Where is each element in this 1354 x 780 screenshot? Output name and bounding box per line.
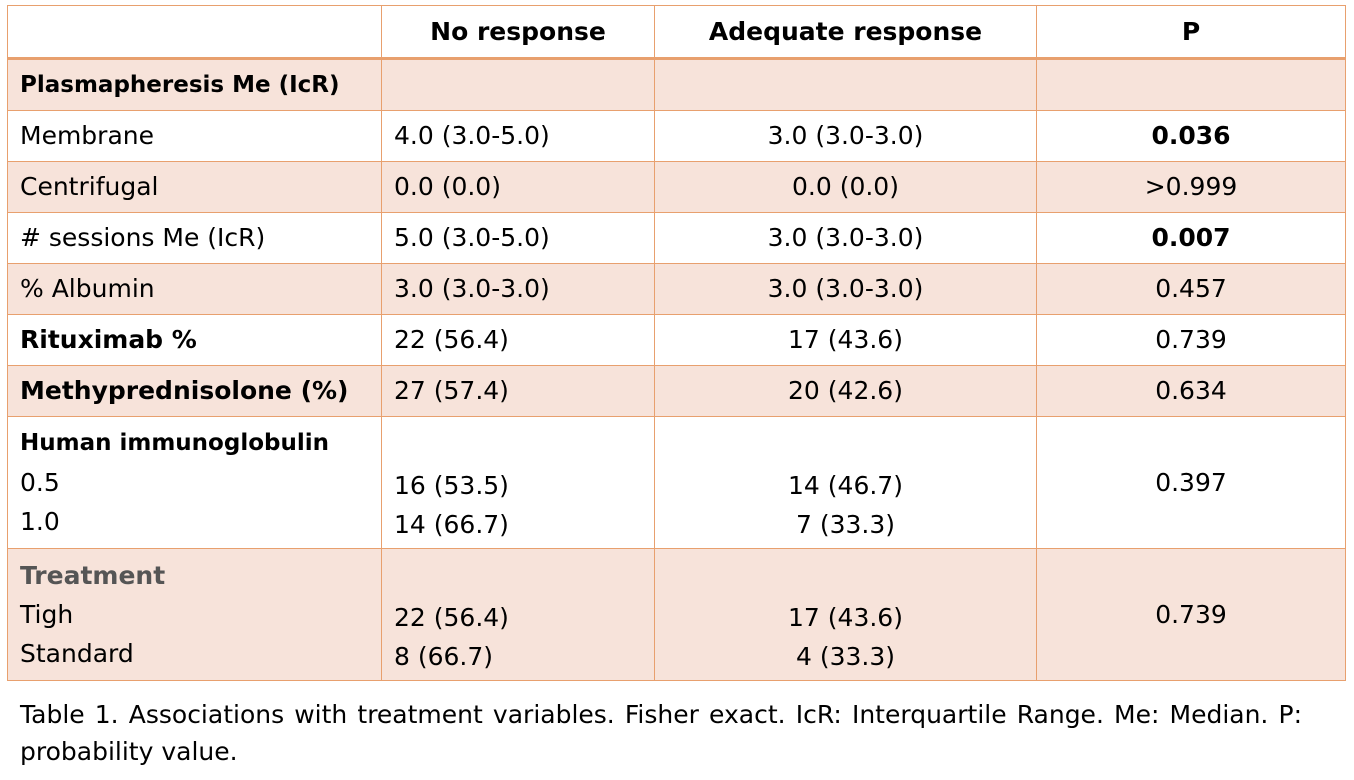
cell-no-response: 22 (56.4) 8 (66.7) [381,548,655,681]
cell-p-value: >0.999 [1036,161,1346,213]
cell-adequate-response: 0.0 (0.0) [654,161,1037,213]
sub-value: 7 (33.3) [795,510,896,539]
cell-p-value [1036,58,1346,111]
sub-value: 17 (43.6) [788,603,903,632]
cell-p-value: 0.739 [1036,314,1346,366]
sub-label: Tigh [20,600,74,629]
sub-label: 1.0 [20,507,60,536]
cell-p-value: 0.007 [1036,212,1346,264]
row-label: Rituximab % [7,314,382,366]
cell-no-response: 3.0 (3.0-3.0) [381,263,655,315]
table-row: Treatment Tigh Standard 22 (56.4) 8 (66.… [7,548,1346,681]
header-adequate-response: Adequate response [654,5,1037,60]
sub-label: Standard [20,639,134,668]
cell-p-value: 0.036 [1036,110,1346,162]
row-label: Plasmapheresis Me (IcR) [7,58,382,111]
sub-value: 16 (53.5) [394,471,509,500]
header-no-response: No response [381,5,655,60]
cell-no-response: 4.0 (3.0-5.0) [381,110,655,162]
cell-adequate-response: 17 (43.6) 4 (33.3) [654,548,1037,681]
sub-value: 14 (46.7) [788,471,903,500]
table-row: % Albumin 3.0 (3.0-3.0) 3.0 (3.0-3.0) 0.… [7,263,1346,315]
table-row: Plasmapheresis Me (IcR) [7,58,1346,111]
row-label-group: Human immunoglobulin 0.5 1.0 [7,416,382,549]
cell-adequate-response: 3.0 (3.0-3.0) [654,110,1037,162]
row-label: % Albumin [7,263,382,315]
sub-value: 14 (66.7) [394,510,509,539]
cell-p-value: 0.397 [1036,416,1346,549]
sub-value: 4 (33.3) [795,642,896,671]
cell-no-response: 27 (57.4) [381,365,655,417]
table-row: Human immunoglobulin 0.5 1.0 16 (53.5) 1… [7,416,1346,549]
row-label: # sessions Me (IcR) [7,212,382,264]
table-row: Centrifugal 0.0 (0.0) 0.0 (0.0) >0.999 [7,161,1346,213]
table-row: Methyprednisolone (%) 27 (57.4) 20 (42.6… [7,365,1346,417]
cell-adequate-response: 14 (46.7) 7 (33.3) [654,416,1037,549]
cell-adequate-response: 3.0 (3.0-3.0) [654,263,1037,315]
cell-adequate-response: 20 (42.6) [654,365,1037,417]
row-label: Methyprednisolone (%) [7,365,382,417]
row-label: Centrifugal [7,161,382,213]
cell-p-value: 0.739 [1036,548,1346,681]
group-label: Treatment [20,561,166,590]
row-label: Membrane [7,110,382,162]
cell-no-response [381,58,655,111]
cell-no-response: 22 (56.4) [381,314,655,366]
header-p-value: P [1036,5,1346,60]
cell-adequate-response: 17 (43.6) [654,314,1037,366]
table-row: Rituximab % 22 (56.4) 17 (43.6) 0.739 [7,314,1346,366]
sub-value: 8 (66.7) [394,642,494,671]
sub-label: 0.5 [20,468,60,497]
cell-adequate-response: 3.0 (3.0-3.0) [654,212,1037,264]
cell-adequate-response [654,58,1037,111]
table-header-row: No response Adequate response P [7,5,1346,60]
results-table: No response Adequate response P Plasmaph… [7,5,1346,681]
table-row: Membrane 4.0 (3.0-5.0) 3.0 (3.0-3.0) 0.0… [7,110,1346,162]
cell-no-response: 16 (53.5) 14 (66.7) [381,416,655,549]
cell-p-value: 0.457 [1036,263,1346,315]
cell-no-response: 5.0 (3.0-5.0) [381,212,655,264]
cell-no-response: 0.0 (0.0) [381,161,655,213]
header-cell-empty [7,5,382,60]
sub-value: 22 (56.4) [394,603,509,632]
group-label: Human immunoglobulin [20,430,329,456]
table-caption: Table 1. Associations with treatment var… [20,700,1302,766]
table-row: # sessions Me (IcR) 5.0 (3.0-5.0) 3.0 (3… [7,212,1346,264]
cell-p-value: 0.634 [1036,365,1346,417]
row-label-group: Treatment Tigh Standard [7,548,382,681]
